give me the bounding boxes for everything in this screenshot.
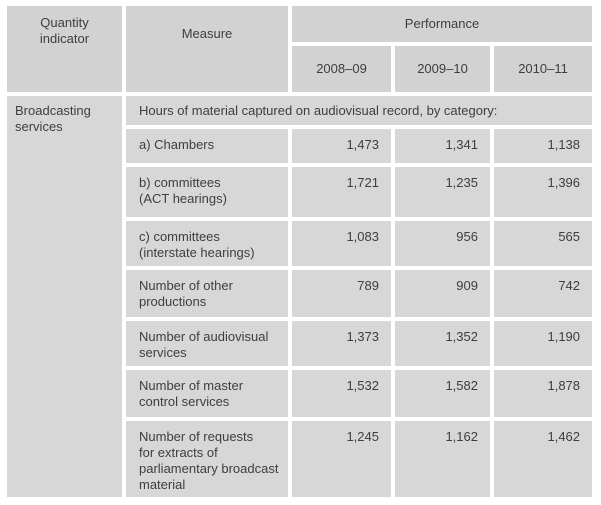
cell-value: 909 <box>395 270 490 317</box>
header-year-2008-09: 2008–09 <box>292 46 391 92</box>
cell-measure-committees-interstate: c) committees (interstate hearings) <box>126 221 288 266</box>
cell-value: 1,462 <box>494 421 593 497</box>
table-row: Number of requests for extracts of parli… <box>7 421 593 497</box>
cell-measure-master-control: Number of master control services <box>126 370 288 417</box>
cell-value: 1,190 <box>494 321 593 366</box>
cell-measure-chambers: a) Chambers <box>126 129 288 163</box>
cell-value: 789 <box>292 270 391 317</box>
header-year-2009-10: 2009–10 <box>395 46 490 92</box>
cell-value: 1,532 <box>292 370 391 417</box>
cell-value: 1,138 <box>494 129 593 163</box>
cell-group-label-hours-captured: Hours of material captured on audiovisua… <box>126 96 593 125</box>
table-row: Number of other productions 789 909 742 <box>7 270 593 317</box>
cell-value: 1,582 <box>395 370 490 417</box>
table-row: Broadcasting services Hours of material … <box>7 96 593 497</box>
cell-value: 565 <box>494 221 593 266</box>
header-performance: Performance <box>292 6 593 42</box>
table-row: a) Chambers 1,473 1,341 1,138 <box>7 129 593 163</box>
performance-table: Quantity indicator Measure Performance 2… <box>3 2 596 501</box>
cell-value: 1,235 <box>395 167 490 217</box>
cell-value: 956 <box>395 221 490 266</box>
cell-measure-committees-act: b) committees (ACT hearings) <box>126 167 288 217</box>
header-year-2010-11: 2010–11 <box>494 46 593 92</box>
table-row: Number of master control services 1,532 … <box>7 370 593 417</box>
cell-measure-audiovisual-services: Number of audiovisual services <box>126 321 288 366</box>
table-row: b) committees (ACT hearings) 1,721 1,235… <box>7 167 593 217</box>
cell-value: 742 <box>494 270 593 317</box>
cell-value: 1,878 <box>494 370 593 417</box>
cell-value: 1,373 <box>292 321 391 366</box>
header-measure: Measure <box>126 6 288 92</box>
table-row: c) committees (interstate hearings) 1,08… <box>7 221 593 266</box>
cell-value: 1,721 <box>292 167 391 217</box>
cell-value: 1,473 <box>292 129 391 163</box>
header-quantity-indicator: Quantity indicator <box>7 6 122 92</box>
cell-value: 1,245 <box>292 421 391 497</box>
cell-measure-other-productions: Number of other productions <box>126 270 288 317</box>
cell-value: 1,083 <box>292 221 391 266</box>
cell-value: 1,162 <box>395 421 490 497</box>
cell-measure-requests-extracts: Number of requests for extracts of parli… <box>126 421 288 497</box>
table-row: Number of audiovisual services 1,373 1,3… <box>7 321 593 366</box>
cell-value: 1,352 <box>395 321 490 366</box>
cell-value: 1,396 <box>494 167 593 217</box>
cell-quantity-indicator-broadcasting-services: Broadcasting services <box>7 96 122 497</box>
cell-value: 1,341 <box>395 129 490 163</box>
